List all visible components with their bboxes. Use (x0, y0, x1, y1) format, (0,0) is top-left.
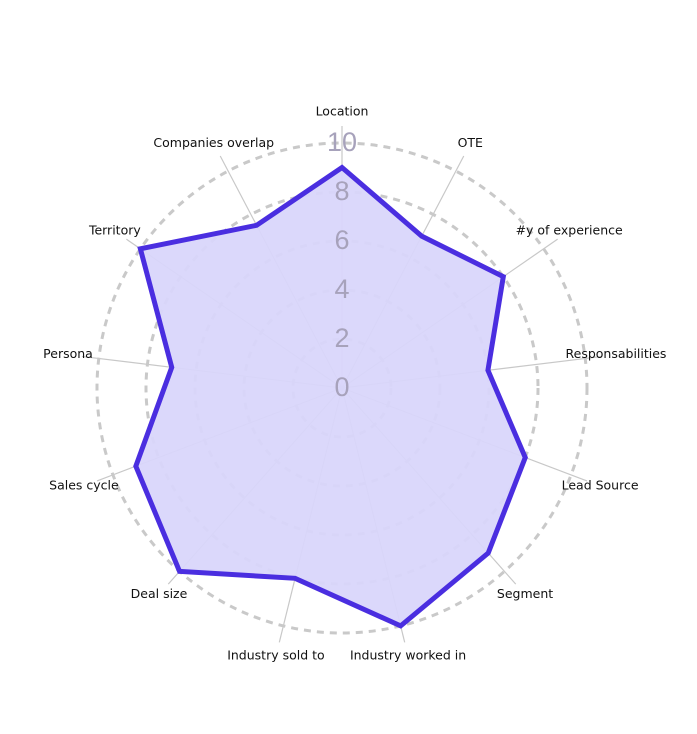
category-label: Companies overlap (153, 135, 274, 150)
category-label: Industry sold to (227, 647, 324, 662)
category-label: Industry worked in (350, 647, 466, 662)
r-tick-label: 0 (334, 372, 349, 402)
category-label: OTE (458, 135, 483, 150)
r-tick-label: 4 (334, 274, 349, 304)
r-tick-label: 8 (334, 176, 349, 206)
category-label: Sales cycle (49, 477, 119, 492)
category-label: #y of experience (516, 223, 623, 238)
category-label: Segment (497, 586, 553, 601)
category-label: Territory (88, 223, 141, 238)
category-label: Persona (43, 346, 93, 361)
category-label: Lead Source (562, 477, 639, 492)
r-tick-label: 10 (327, 127, 357, 157)
category-label: Responsabilities (566, 346, 667, 361)
category-label: Deal size (131, 586, 188, 601)
category-label: Location (316, 104, 369, 119)
radar-area (133, 164, 528, 629)
r-tick-label: 2 (334, 323, 349, 353)
grid-ring (95, 141, 589, 635)
r-tick-label: 6 (334, 225, 349, 255)
